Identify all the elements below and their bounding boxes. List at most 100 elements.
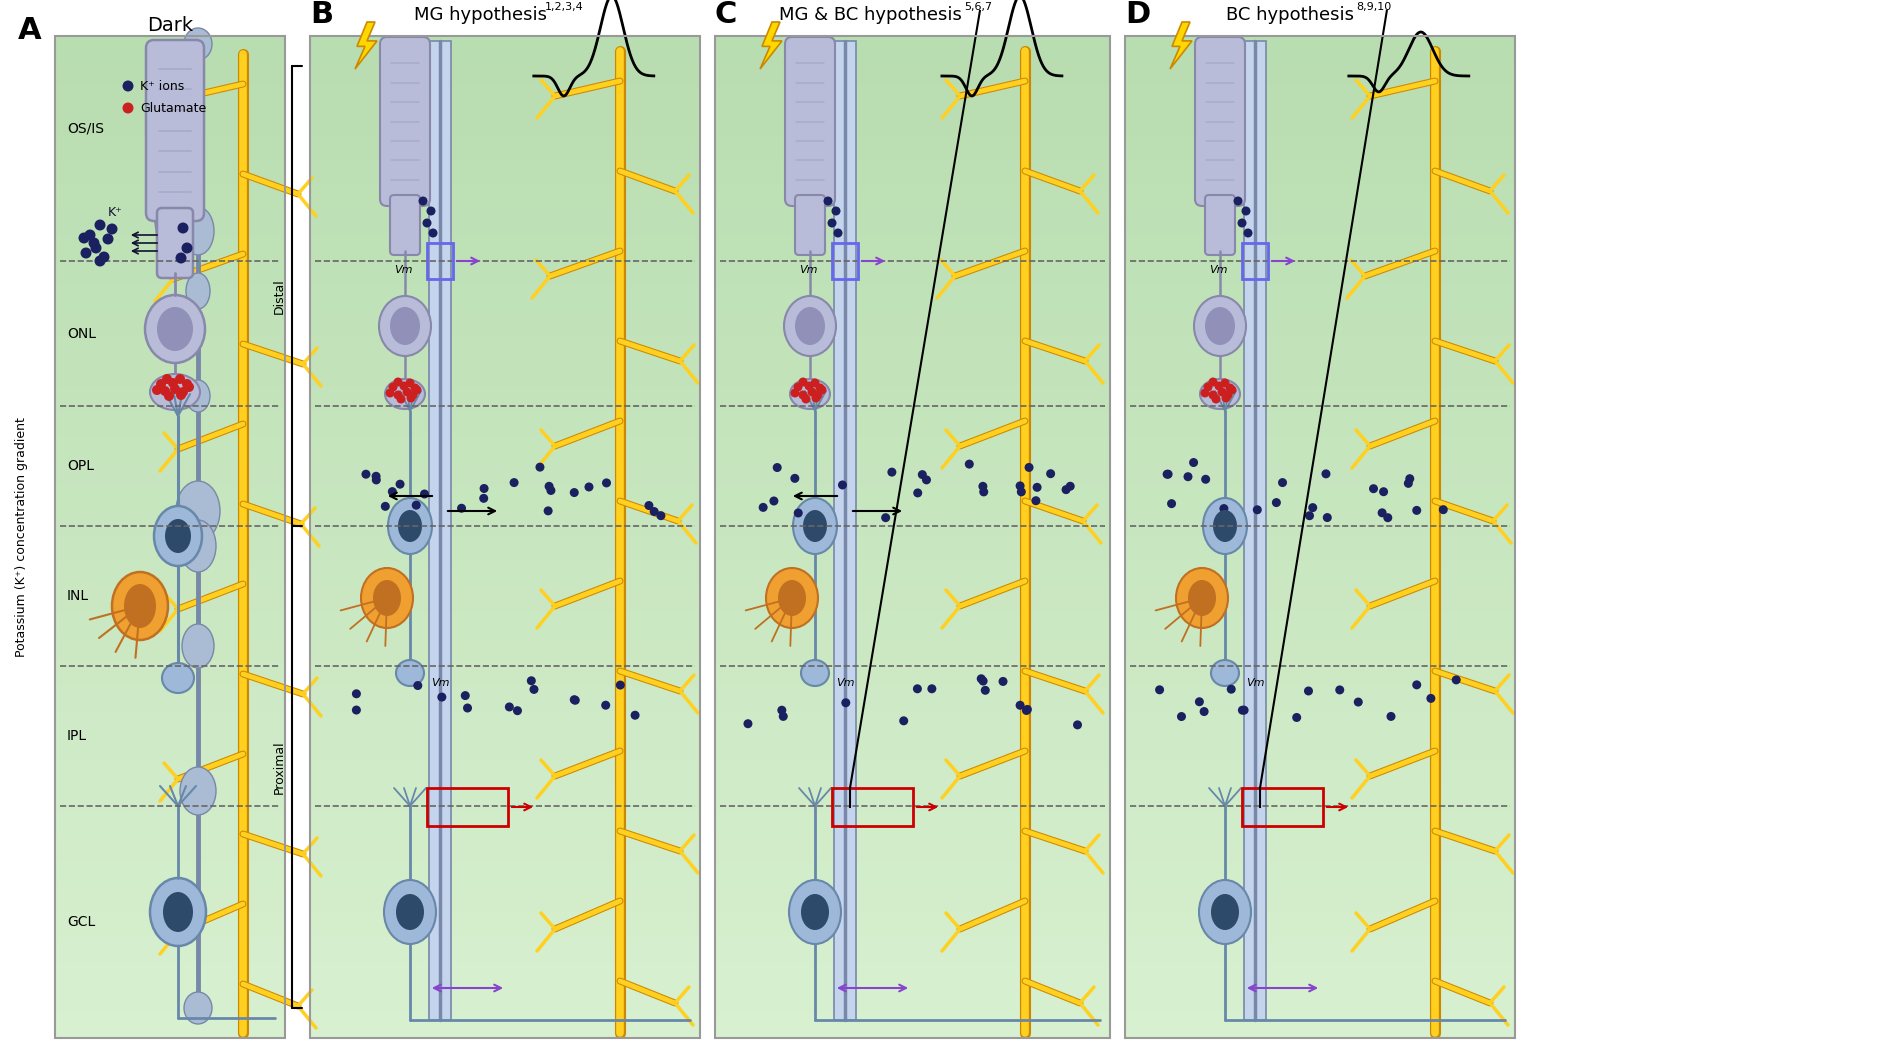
Circle shape [980, 488, 989, 496]
Text: INL: INL [67, 589, 89, 603]
Bar [715, 586, 1111, 612]
Circle shape [413, 681, 422, 690]
FancyBboxPatch shape [380, 37, 430, 206]
Bar [1124, 611, 1516, 637]
Bar [55, 161, 285, 186]
Bar [715, 135, 1111, 162]
Bar [310, 411, 700, 437]
Polygon shape [356, 22, 377, 69]
Text: 5,6,7: 5,6,7 [964, 2, 993, 12]
Bar [1124, 35, 1516, 61]
Bar [715, 836, 1111, 863]
Ellipse shape [384, 880, 436, 944]
Bar [310, 135, 700, 162]
Circle shape [808, 388, 816, 396]
Text: K⁺ ions: K⁺ ions [141, 79, 184, 93]
Bar [1124, 235, 1516, 262]
Bar [715, 436, 1111, 461]
Bar [801, 195, 820, 209]
Ellipse shape [396, 660, 424, 686]
Text: ONL: ONL [67, 326, 95, 340]
Bar [715, 336, 1111, 361]
Bar [715, 561, 1111, 587]
Circle shape [833, 228, 843, 238]
FancyBboxPatch shape [1206, 195, 1234, 254]
FancyBboxPatch shape [1194, 37, 1246, 206]
Circle shape [1225, 383, 1234, 393]
Circle shape [95, 220, 105, 230]
Circle shape [1426, 694, 1436, 703]
Bar [715, 310, 1111, 337]
Ellipse shape [165, 518, 190, 553]
Circle shape [181, 243, 192, 253]
Bar [55, 987, 285, 1013]
Circle shape [1025, 463, 1033, 472]
Bar [55, 486, 285, 512]
Circle shape [403, 388, 411, 396]
Ellipse shape [164, 892, 192, 932]
Ellipse shape [789, 379, 829, 409]
Bar [831, 243, 858, 279]
Bar [55, 385, 285, 412]
Text: Vm: Vm [394, 265, 413, 275]
Bar [310, 712, 700, 737]
Circle shape [1031, 496, 1040, 505]
Bar [1124, 586, 1516, 612]
Bar [55, 962, 285, 988]
Circle shape [818, 385, 827, 395]
Circle shape [437, 693, 447, 701]
Circle shape [544, 482, 553, 491]
Circle shape [428, 228, 437, 238]
Bar [715, 862, 1111, 888]
Circle shape [1253, 505, 1261, 514]
Bar [428, 788, 508, 826]
Circle shape [881, 513, 890, 522]
Bar [310, 1012, 700, 1038]
Circle shape [812, 394, 820, 402]
Circle shape [1215, 381, 1223, 391]
Bar [715, 1012, 1111, 1038]
Bar [430, 41, 451, 1020]
Bar [1244, 41, 1267, 1020]
Bar [1124, 761, 1516, 788]
Bar [55, 35, 285, 61]
FancyBboxPatch shape [158, 208, 192, 278]
Ellipse shape [1189, 580, 1215, 616]
Circle shape [162, 374, 171, 384]
Circle shape [919, 470, 926, 479]
Circle shape [791, 474, 799, 483]
Bar [715, 887, 1111, 912]
Circle shape [571, 696, 580, 704]
Circle shape [900, 716, 909, 725]
Bar [55, 210, 285, 237]
Circle shape [167, 378, 179, 388]
Bar [310, 561, 700, 587]
Bar [310, 736, 700, 762]
Circle shape [352, 705, 361, 715]
Ellipse shape [767, 568, 818, 628]
Bar [1124, 36, 1516, 1038]
Bar [310, 35, 700, 61]
Ellipse shape [162, 663, 194, 693]
Circle shape [91, 243, 101, 253]
Circle shape [571, 488, 578, 497]
Circle shape [1238, 705, 1248, 715]
Text: B: B [310, 0, 333, 29]
Circle shape [175, 252, 186, 264]
Bar [715, 460, 1111, 487]
Bar [1124, 460, 1516, 487]
Circle shape [394, 377, 403, 386]
Circle shape [456, 504, 466, 513]
Text: GCL: GCL [67, 914, 95, 929]
Bar [55, 736, 285, 762]
Bar [55, 411, 285, 437]
Bar [1124, 486, 1516, 512]
Circle shape [152, 385, 162, 395]
Circle shape [420, 490, 430, 498]
Bar [1124, 110, 1516, 136]
Ellipse shape [1206, 307, 1234, 345]
Circle shape [913, 489, 922, 497]
Ellipse shape [183, 207, 215, 254]
Text: K⁺: K⁺ [108, 207, 124, 220]
FancyBboxPatch shape [795, 195, 825, 254]
